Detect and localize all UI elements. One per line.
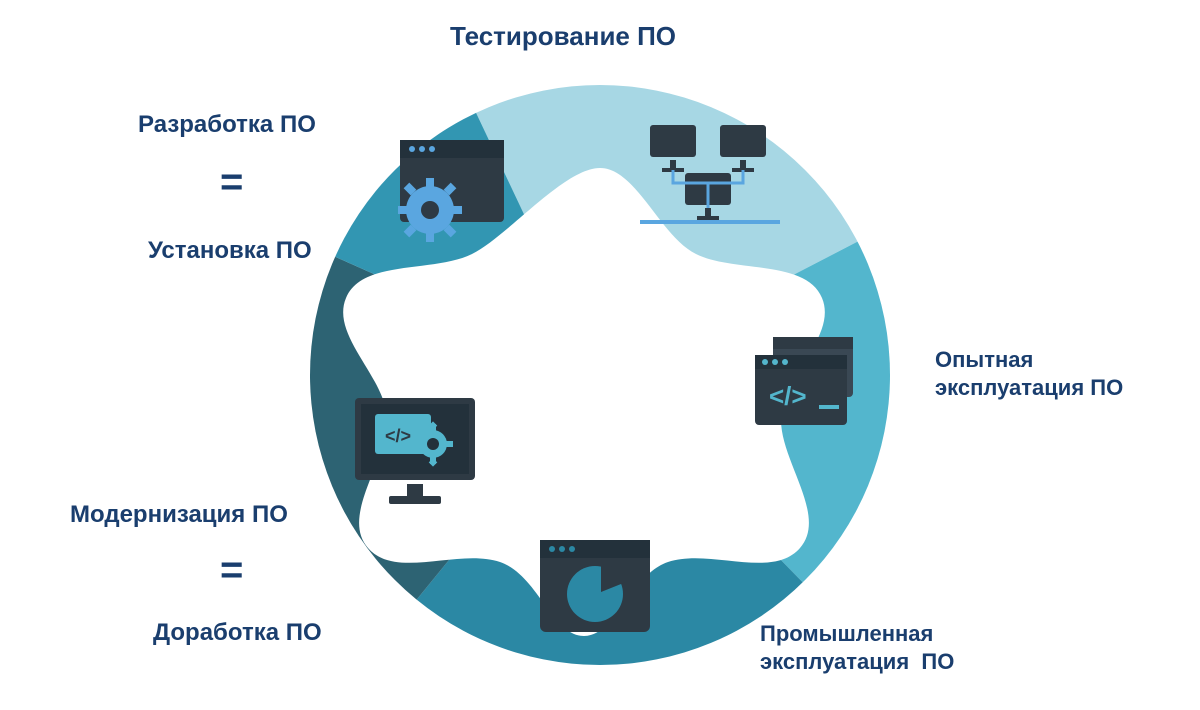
svg-text:</>: </> — [769, 381, 807, 411]
equals-icon: = — [220, 160, 243, 205]
label-razrabotka: Разработка ПО — [138, 110, 316, 140]
label-ustanovka: Установка ПО — [148, 236, 312, 266]
label-opytnaya: Опытная эксплуатация ПО — [935, 346, 1123, 401]
label-dorabotka: Доработка ПО — [153, 618, 322, 648]
label-testirovanie: Тестирование ПО — [450, 20, 676, 53]
label-promyshlennaya: Промышленная эксплуатация ПО — [760, 620, 954, 675]
sdlc-infographic: { "diagram": { "type": "infographic", "w… — [0, 0, 1200, 710]
equals-icon: = — [220, 548, 243, 593]
label-modernizaciya: Модернизация ПО — [70, 500, 288, 530]
pie-window-icon — [540, 540, 650, 632]
svg-text:</>: </> — [385, 426, 411, 446]
